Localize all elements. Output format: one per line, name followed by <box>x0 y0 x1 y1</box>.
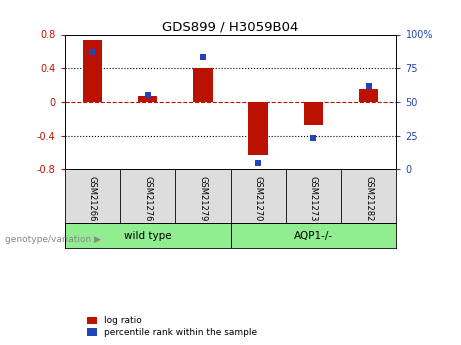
Legend: log ratio, percentile rank within the sample: log ratio, percentile rank within the sa… <box>88 316 257 337</box>
Text: GSM21282: GSM21282 <box>364 176 373 221</box>
Text: GSM21279: GSM21279 <box>198 176 207 221</box>
Bar <box>230 223 396 248</box>
Text: GSM21270: GSM21270 <box>254 176 263 221</box>
Bar <box>248 102 268 155</box>
Text: GSM21266: GSM21266 <box>88 176 97 221</box>
Text: AQP1-/-: AQP1-/- <box>294 231 333 241</box>
Text: GSM21276: GSM21276 <box>143 176 152 221</box>
Bar <box>83 40 102 102</box>
Bar <box>359 89 378 102</box>
Text: GSM21273: GSM21273 <box>309 176 318 221</box>
Text: wild type: wild type <box>124 231 171 241</box>
Bar <box>304 102 323 125</box>
Bar <box>65 223 230 248</box>
Bar <box>193 68 213 102</box>
Title: GDS899 / H3059B04: GDS899 / H3059B04 <box>162 20 299 33</box>
Bar <box>138 96 157 102</box>
Text: genotype/variation ▶: genotype/variation ▶ <box>5 235 100 244</box>
